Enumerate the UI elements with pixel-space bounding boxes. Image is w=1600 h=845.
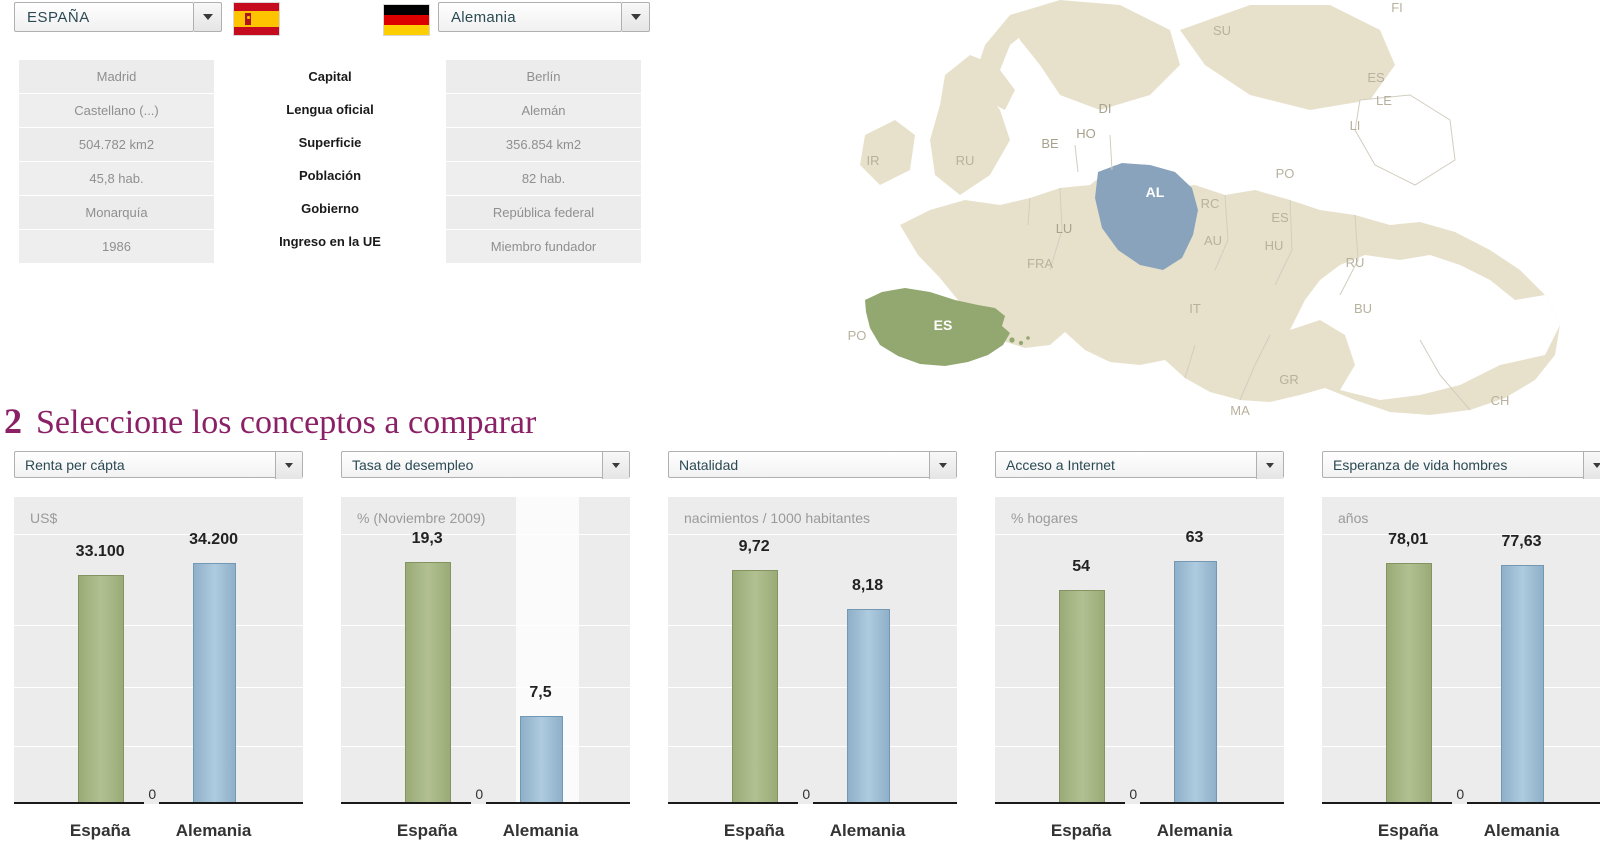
svg-text:LI: LI [1350, 118, 1361, 133]
svg-text:ES: ES [934, 317, 953, 333]
svg-text:FRA: FRA [1027, 256, 1053, 271]
svg-text:RU: RU [956, 153, 975, 168]
svg-text:AU: AU [1204, 233, 1222, 248]
svg-text:DI: DI [1099, 101, 1112, 116]
svg-text:PO: PO [1276, 166, 1295, 181]
svg-text:IT: IT [1189, 301, 1201, 316]
svg-text:SU: SU [1213, 23, 1231, 38]
svg-text:BE: BE [1041, 136, 1059, 151]
svg-text:AL: AL [1146, 184, 1165, 200]
svg-text:HU: HU [1265, 238, 1284, 253]
svg-text:GR: GR [1279, 372, 1299, 387]
svg-text:IR: IR [867, 153, 880, 168]
svg-text:MA: MA [1230, 403, 1250, 418]
svg-text:FI: FI [1391, 0, 1403, 15]
svg-text:RC: RC [1201, 196, 1220, 211]
svg-text:RU: RU [1346, 255, 1365, 270]
svg-text:LU: LU [1056, 221, 1073, 236]
svg-text:HO: HO [1076, 126, 1096, 141]
svg-text:BU: BU [1354, 301, 1372, 316]
svg-text:LE: LE [1376, 93, 1392, 108]
svg-text:PO: PO [848, 328, 867, 343]
svg-text:CH: CH [1491, 393, 1510, 408]
svg-text:ES: ES [1271, 210, 1289, 225]
svg-text:ES: ES [1367, 70, 1385, 85]
